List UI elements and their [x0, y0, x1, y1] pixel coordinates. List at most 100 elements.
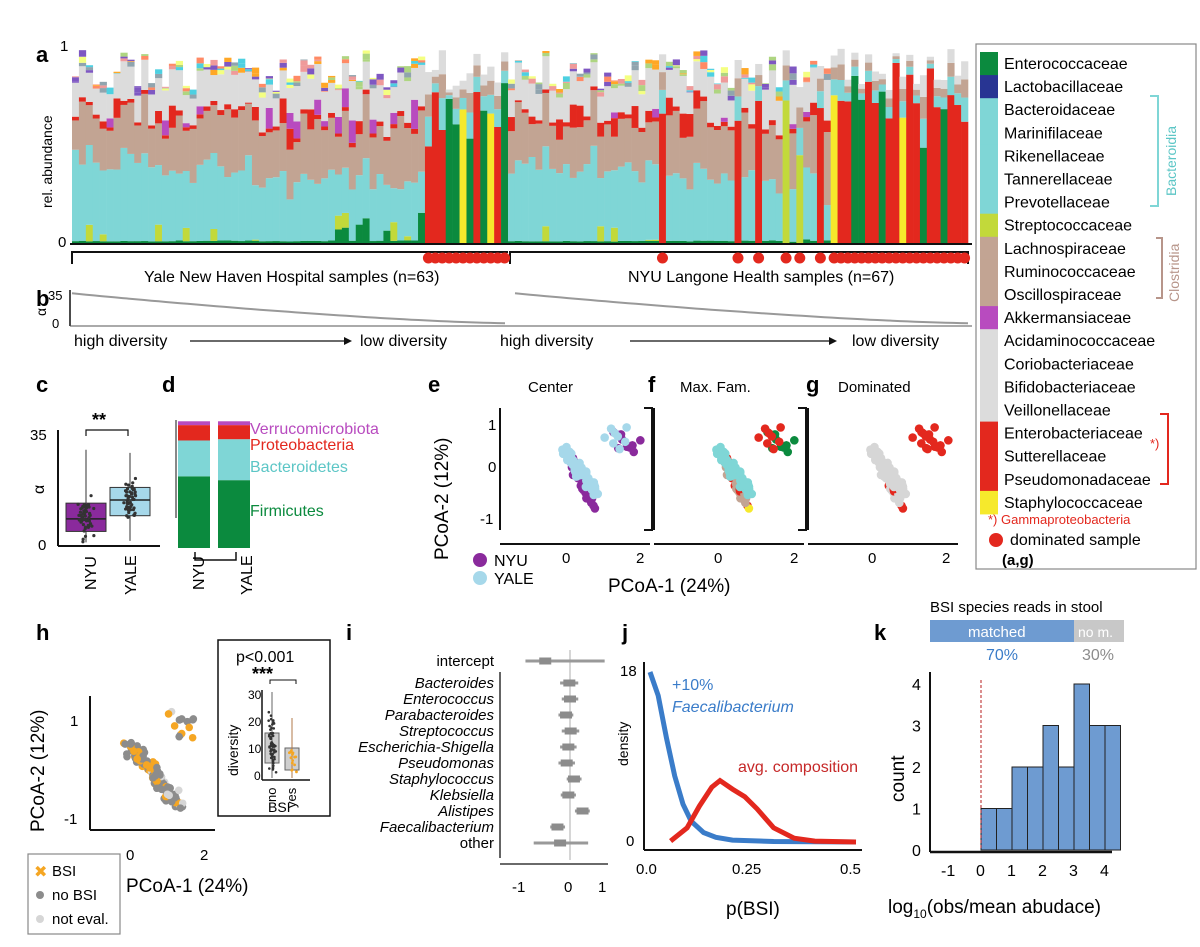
nyu-bar-36-seg-1 — [755, 86, 763, 101]
yale-bar-5-seg-2 — [106, 169, 114, 242]
nyu-bar-12-seg-2 — [590, 145, 598, 242]
yale-bar-40-seg-5 — [348, 120, 357, 143]
yale-bar-1-seg-8 — [78, 56, 87, 63]
nyu-bar-20-seg-2 — [645, 160, 653, 240]
yale-bar-43-seg-2 — [369, 189, 377, 242]
pcoa-center-point-129 — [622, 423, 631, 432]
panel-k-ytick-0: 0 — [912, 843, 921, 860]
nyu-bar-52-seg-1 — [865, 70, 873, 82]
legend-label-13: Coriobacteriaceae — [1004, 356, 1134, 373]
nyu-bar-19-seg-2 — [638, 182, 646, 241]
panel-c-point-1-7 — [131, 481, 135, 485]
legend-swatch-13 — [980, 352, 998, 376]
nyu-bar-39-seg-9 — [775, 87, 783, 92]
yale-bar-0-seg-2 — [72, 149, 80, 242]
nyu-bar-1-seg-0 — [514, 240, 523, 243]
nyu-bar-42-seg-0 — [796, 155, 804, 243]
yale-bar-18-seg-2 — [196, 164, 204, 241]
nyu-bar-20-seg-0 — [645, 240, 653, 243]
nyu-bar-38-seg-6 — [768, 70, 777, 121]
yale-bar-28-seg-9 — [265, 76, 273, 79]
nyu-bar-35-seg-6 — [748, 90, 756, 125]
nyu-bar-10-seg-2 — [576, 171, 584, 242]
nyu-bar-19-seg-9 — [638, 79, 646, 86]
inset-pt-no-9 — [270, 726, 273, 730]
yale-bar-0-seg-0 — [72, 241, 80, 243]
nyu-bar-37-seg-3 — [762, 133, 770, 181]
nyu-bar-35-seg-7 — [748, 84, 756, 91]
yale-bar-43-seg-9 — [369, 77, 377, 80]
yale-bar-48-seg-3 — [404, 128, 412, 182]
nyu-bar-15-seg-3 — [610, 136, 619, 171]
yale-bar-33-seg-7 — [300, 65, 308, 72]
legend-swatch-17 — [980, 444, 998, 469]
yale-high-diversity: high diversity — [74, 333, 167, 350]
yale-bar-3-seg-9 — [92, 84, 100, 86]
red-curve-label: avg. composition — [738, 759, 858, 776]
legend-label-2: Bacteroidaceae — [1004, 102, 1115, 119]
nyu-bar-24-seg-0 — [672, 240, 680, 243]
nyu-bar-0-seg-6 — [508, 90, 516, 118]
nyu-bar-41-seg-0 — [789, 241, 797, 243]
yale-bar-48-seg-6 — [404, 81, 412, 123]
nyu-bar-13-seg-2 — [597, 178, 605, 227]
pcoa-family-point-130 — [754, 433, 763, 442]
yale-bar-16-seg-9 — [182, 85, 190, 89]
nyu-bar-64-seg-2 — [947, 62, 955, 77]
nyu-bar-13-seg-0 — [597, 241, 605, 243]
yale-bar-43-seg-0 — [369, 241, 377, 243]
panel-k-label: k — [874, 620, 887, 645]
yale-bar-50-seg-9 — [418, 56, 426, 61]
nyu-bar-42-seg-2 — [796, 107, 804, 128]
yale-bar-23-seg-3 — [231, 117, 239, 173]
yale-bar-18-seg-8 — [196, 63, 204, 69]
nyu-bar-14-seg-3 — [604, 124, 612, 172]
yale-bar-23-seg-8 — [231, 65, 239, 71]
yale-bar-51-seg-1 — [424, 116, 433, 147]
nyu-bar-23-seg-4 — [665, 97, 674, 116]
yale-bar-6-seg-4 — [113, 98, 121, 118]
nyu-bar-14-seg-8 — [604, 76, 612, 82]
coef-est-2 — [564, 695, 576, 703]
nyu-bar-27-seg-2 — [693, 162, 701, 241]
yale-bar-14-seg-0 — [168, 241, 177, 243]
yale-bar-54-seg-0 — [445, 98, 453, 244]
nyu-bar-49-seg-1 — [844, 92, 852, 102]
yale-bar-16-seg-8 — [182, 88, 190, 92]
nyu-bar-13-seg-4 — [597, 122, 605, 137]
nyu-bar-13-seg-1 — [597, 226, 605, 242]
panel-k-xtick-5: 4 — [1100, 863, 1109, 880]
panel-f-xtick-0: 0 — [714, 550, 722, 567]
yale-bar-29-seg-2 — [272, 177, 280, 242]
yale-bar-26-seg-7 — [251, 76, 260, 80]
yale-bar-49-seg-2 — [411, 182, 419, 241]
dominated-legend-label: dominated sample — [1010, 532, 1141, 549]
yale-bar-2-seg-7 — [85, 70, 94, 73]
yale-bar-62-seg-1 — [501, 70, 509, 84]
nyu-bar-28-seg-0 — [700, 240, 708, 243]
yale-bar-18-seg-7 — [196, 68, 204, 71]
inset-pt-yes-13 — [290, 768, 294, 772]
yale-bar-56-seg-2 — [459, 89, 467, 98]
nyu-bar-31-seg-9 — [720, 67, 729, 73]
yale-bar-18-seg-9 — [196, 57, 204, 64]
pcoa-family-point-125 — [716, 442, 725, 452]
yale-bar-33-seg-3 — [300, 113, 308, 174]
legend-swatch-8 — [980, 236, 998, 261]
term-label-10: Faecalibacterium — [380, 819, 494, 836]
panel-k-ytick-1: 1 — [912, 802, 921, 819]
nyu-bar-59-seg-2 — [913, 89, 921, 96]
nyu-dominated-dot-22 — [656, 252, 668, 264]
panel-c-point-1-41 — [122, 501, 126, 505]
yale-bar-10-seg-4 — [141, 89, 149, 94]
nyu-bar-25-seg-2 — [679, 178, 687, 241]
phylum-bacteroidetes: Bacteroidetes — [250, 459, 348, 476]
nyu-bar-26-seg-9 — [686, 86, 694, 91]
coef-est-7 — [567, 775, 580, 783]
nyu-bar-23-seg-3 — [665, 115, 674, 176]
inset-pt-no-23 — [273, 751, 276, 754]
panel-d-bar-0-0 — [178, 476, 210, 548]
yale-bar-21-seg-9 — [217, 66, 225, 69]
nyu-bar-18-seg-6 — [631, 70, 639, 107]
yale-bar-8-seg-6 — [127, 66, 135, 99]
